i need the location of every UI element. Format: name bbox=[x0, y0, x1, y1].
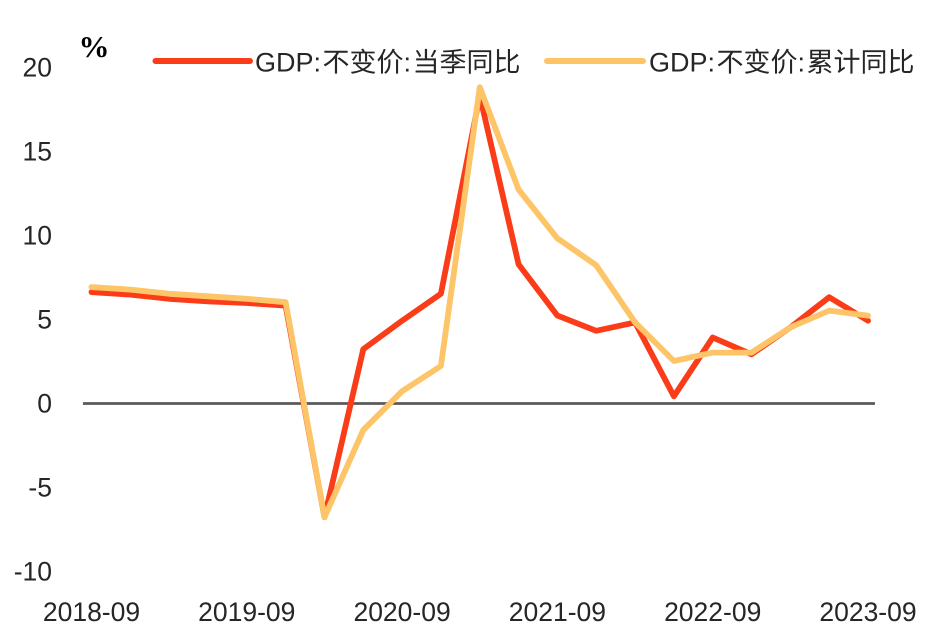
svg-text:2020-09: 2020-09 bbox=[353, 597, 450, 627]
svg-text:5: 5 bbox=[37, 305, 52, 335]
svg-text:2023-09: 2023-09 bbox=[819, 597, 916, 627]
svg-text:2019-09: 2019-09 bbox=[198, 597, 295, 627]
svg-text::: : bbox=[798, 48, 806, 78]
svg-text:2018-09: 2018-09 bbox=[43, 597, 140, 627]
svg-text:2021-09: 2021-09 bbox=[509, 597, 606, 627]
svg-text:GDP:: GDP: bbox=[255, 48, 321, 78]
svg-text:2022-09: 2022-09 bbox=[664, 597, 761, 627]
svg-text:20: 20 bbox=[23, 53, 52, 83]
svg-text:GDP:: GDP: bbox=[649, 48, 715, 78]
svg-text:0: 0 bbox=[37, 389, 52, 419]
svg-text::: : bbox=[404, 48, 412, 78]
svg-text:-5: -5 bbox=[28, 473, 52, 503]
svg-text:%: % bbox=[79, 29, 110, 64]
svg-text:-10: -10 bbox=[14, 557, 52, 587]
svg-text:15: 15 bbox=[23, 137, 52, 167]
svg-text:10: 10 bbox=[23, 221, 52, 251]
